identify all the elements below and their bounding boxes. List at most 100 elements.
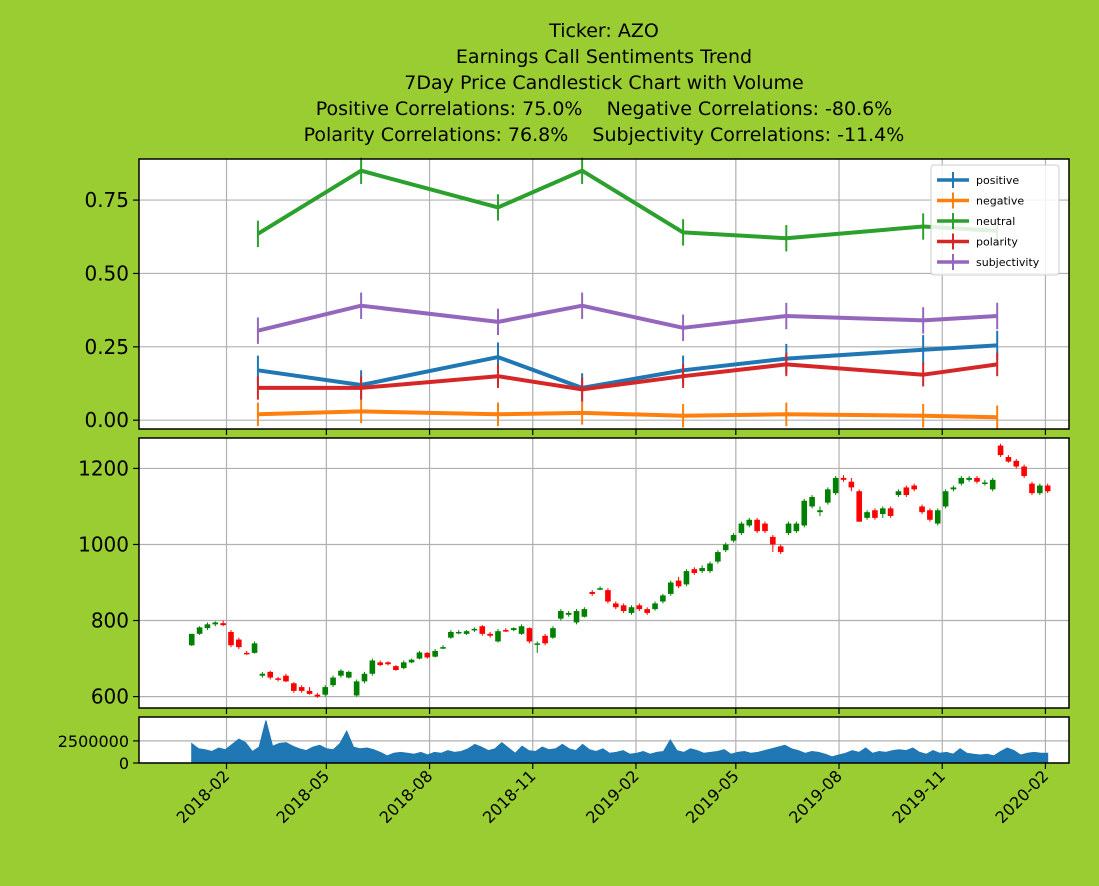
candle-body — [440, 647, 446, 649]
price-candlestick-plot: 600 800 1000 1200 — [78, 437, 1070, 714]
candle-body — [903, 487, 910, 496]
sentiment-y-tick-label: 0.00 — [84, 408, 129, 432]
candle-body — [667, 582, 674, 594]
candle-body — [1005, 457, 1012, 462]
candle-body — [495, 631, 501, 642]
candle-body — [471, 628, 478, 631]
candle-body — [1029, 483, 1035, 494]
candle-body — [770, 536, 776, 545]
candle-body — [612, 603, 619, 608]
title-line-3: 7Day Price Candlestick Chart with Volume — [404, 72, 803, 94]
candle-body — [699, 568, 705, 572]
candle-body — [416, 652, 423, 659]
candle-body — [982, 482, 988, 484]
legend-label-negative: negative — [976, 195, 1024, 208]
candle-body — [652, 603, 658, 610]
candle-body — [832, 477, 839, 494]
candle-body — [620, 605, 627, 612]
candle-body — [455, 631, 462, 634]
candle-body — [550, 628, 556, 638]
candle-body — [573, 611, 580, 623]
candle-body — [730, 534, 737, 541]
legend: positive negative neutral polarity subjectiv… — [930, 164, 1060, 276]
candle-body — [448, 631, 454, 638]
candle-body — [487, 633, 493, 636]
candle-body — [879, 508, 886, 515]
volume-plot: 0 2500000 — [58, 716, 1070, 773]
candle-body — [887, 508, 894, 516]
candle-body — [801, 500, 808, 526]
candle-body — [338, 670, 344, 676]
title-line-4: Positive Correlations: 75.0% Negative Co… — [316, 98, 893, 120]
candle-body — [542, 635, 548, 644]
candle-body — [911, 485, 917, 490]
candle-body — [589, 592, 596, 594]
candle-body — [683, 571, 690, 585]
candle-body — [212, 622, 219, 625]
title-line-1: Ticker: AZO — [548, 20, 659, 42]
candle-body — [927, 510, 933, 520]
candle-body — [581, 609, 588, 617]
candle-body — [691, 569, 698, 573]
candle-body — [463, 631, 470, 634]
candle-body — [236, 639, 242, 648]
legend-label-neutral: neutral — [976, 215, 1015, 228]
price-y-tick-label: 1000 — [78, 532, 129, 556]
candle-body — [518, 626, 525, 634]
candle-body — [243, 652, 250, 655]
legend-label-subjectivity: subjectivity — [976, 256, 1040, 269]
candle-body — [958, 477, 965, 484]
candle-body — [204, 624, 211, 629]
candle-body — [605, 590, 611, 602]
sentiment-y-tick-label: 0.50 — [84, 261, 129, 285]
title-line-5: Polarity Correlations: 76.8% Subjectivit… — [304, 124, 905, 146]
candle-body — [298, 687, 305, 691]
candle-body — [746, 519, 753, 526]
candle-body — [817, 510, 823, 513]
candle-body — [785, 523, 792, 534]
candle-body — [353, 681, 360, 696]
candle-body — [809, 496, 815, 507]
candle-body — [322, 687, 329, 695]
candle-body — [974, 477, 980, 482]
candle-body — [432, 650, 438, 657]
candle-body — [997, 445, 1004, 456]
candle-body — [275, 678, 281, 680]
candle-body — [283, 675, 289, 682]
candle-body — [707, 563, 713, 572]
sentiment-y-tick-label: 0.75 — [84, 188, 129, 212]
price-plot-area — [139, 438, 1069, 708]
candle-body — [196, 627, 203, 634]
candle-body — [385, 662, 391, 665]
candle-body — [754, 519, 760, 532]
candle-body — [644, 609, 650, 613]
candle-body — [251, 643, 258, 653]
candle-body — [762, 523, 768, 532]
candle-body — [558, 611, 564, 619]
candle-body — [1013, 460, 1020, 467]
candle-body — [393, 666, 399, 670]
candle-body — [715, 552, 721, 562]
candle-body — [330, 677, 336, 686]
volume-axes-frame — [138, 716, 1070, 764]
candle-body — [722, 544, 729, 551]
candle-body — [848, 481, 855, 488]
candle-body — [291, 683, 297, 691]
candle-body — [345, 671, 352, 678]
candle-body — [856, 491, 863, 522]
candle-body — [526, 628, 533, 642]
volume-area — [191, 720, 1049, 764]
candle-body — [597, 588, 603, 590]
candle-body — [919, 506, 925, 513]
candle-body — [738, 523, 745, 534]
candle-body — [950, 487, 957, 490]
candle-body — [660, 595, 666, 602]
candle-body — [534, 643, 541, 645]
candle-body — [872, 510, 878, 518]
candle-body — [895, 491, 902, 496]
candle-body — [228, 631, 234, 646]
price-y-tick-label: 800 — [91, 609, 129, 633]
candle-body — [369, 660, 376, 674]
negative-series-line — [257, 409, 998, 420]
